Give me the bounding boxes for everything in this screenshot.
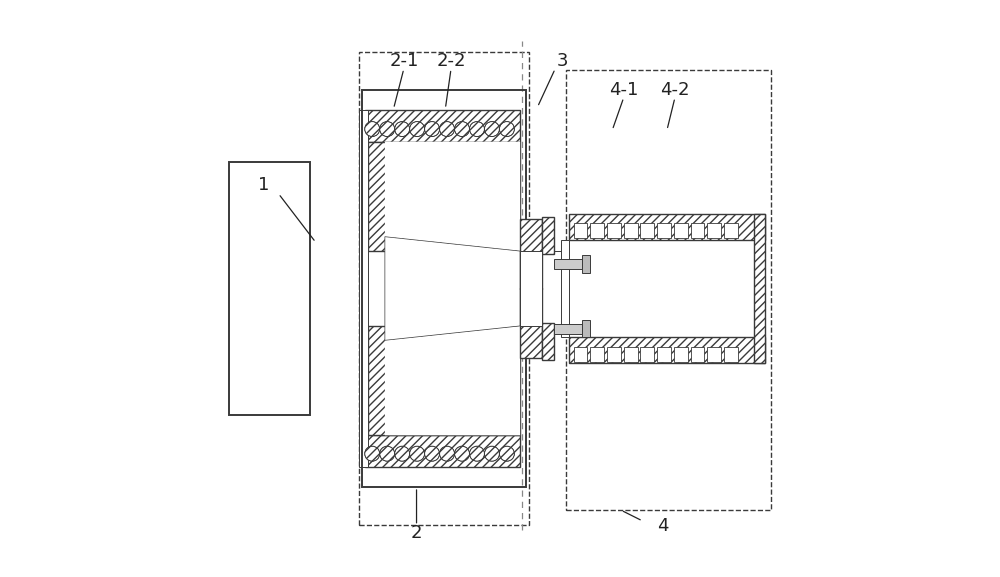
Bar	[674, 223, 688, 238]
Bar	[542, 216, 554, 254]
Bar	[707, 347, 721, 362]
Circle shape	[410, 446, 425, 461]
Bar	[657, 347, 671, 362]
Text: 4: 4	[657, 516, 668, 535]
Circle shape	[455, 446, 469, 461]
Bar	[561, 239, 569, 338]
Bar	[707, 223, 721, 238]
Circle shape	[395, 446, 410, 461]
Bar	[574, 347, 587, 362]
Bar	[520, 251, 542, 326]
Circle shape	[365, 122, 380, 137]
Bar	[520, 288, 542, 358]
Circle shape	[380, 122, 395, 137]
Circle shape	[499, 446, 514, 461]
Polygon shape	[385, 326, 520, 435]
Circle shape	[484, 446, 499, 461]
Bar	[569, 213, 754, 239]
Text: 2: 2	[411, 524, 422, 542]
Bar	[566, 70, 771, 510]
Text: 4-2: 4-2	[660, 81, 690, 99]
Circle shape	[469, 122, 484, 137]
Bar	[359, 53, 529, 524]
Circle shape	[380, 446, 395, 461]
Polygon shape	[385, 142, 520, 251]
Bar	[590, 223, 604, 238]
Circle shape	[425, 122, 440, 137]
Bar	[365, 110, 520, 142]
Circle shape	[440, 122, 455, 137]
Bar	[582, 256, 590, 273]
Bar	[607, 347, 621, 362]
Bar	[624, 347, 638, 362]
Bar	[520, 219, 542, 288]
Bar	[229, 162, 310, 415]
Bar	[554, 324, 582, 334]
Bar	[569, 213, 765, 239]
Bar	[362, 90, 526, 487]
Bar	[724, 347, 738, 362]
Bar	[640, 347, 654, 362]
Bar	[554, 259, 582, 269]
Circle shape	[365, 446, 380, 461]
Text: 2-1: 2-1	[389, 52, 419, 70]
Bar	[569, 338, 765, 364]
Bar	[574, 223, 587, 238]
Circle shape	[410, 122, 425, 137]
Text: 3: 3	[556, 52, 568, 70]
Circle shape	[440, 446, 455, 461]
Bar	[691, 347, 704, 362]
Text: 4-1: 4-1	[609, 81, 638, 99]
Bar	[754, 213, 765, 364]
Circle shape	[469, 446, 484, 461]
Bar	[640, 223, 654, 238]
Polygon shape	[368, 142, 520, 251]
Circle shape	[499, 122, 514, 137]
Polygon shape	[368, 326, 520, 435]
Bar	[691, 223, 704, 238]
Bar	[582, 320, 590, 338]
Bar	[590, 347, 604, 362]
Bar	[624, 223, 638, 238]
Bar	[674, 347, 688, 362]
Circle shape	[455, 122, 469, 137]
Bar	[724, 223, 738, 238]
Bar	[542, 323, 554, 361]
Circle shape	[425, 446, 440, 461]
Text: 1: 1	[258, 176, 270, 194]
Bar	[359, 110, 368, 467]
Polygon shape	[385, 237, 520, 340]
Circle shape	[395, 122, 410, 137]
Text: 2-2: 2-2	[436, 52, 466, 70]
Bar	[657, 223, 671, 238]
Bar	[365, 435, 520, 467]
Bar	[607, 223, 621, 238]
Circle shape	[484, 122, 499, 137]
